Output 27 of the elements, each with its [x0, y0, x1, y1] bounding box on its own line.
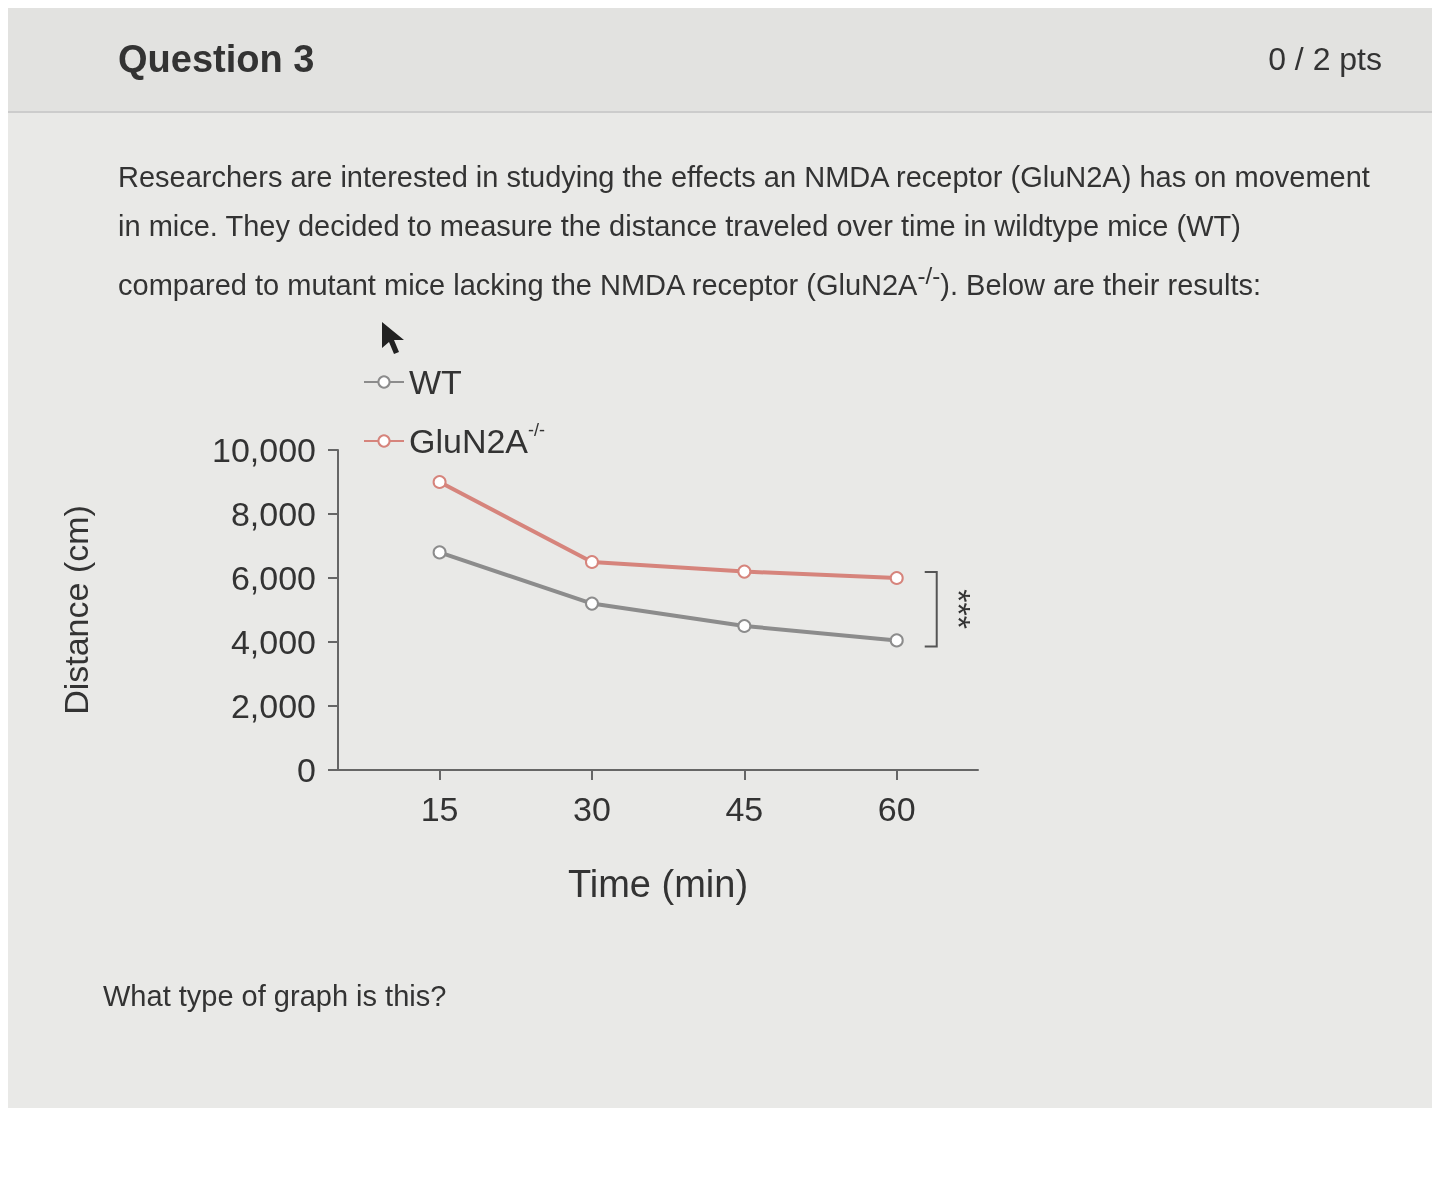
y-tick-label: 0 — [297, 750, 316, 789]
y-tick-label: 4,000 — [230, 622, 316, 661]
y-tick-label: 6,000 — [230, 558, 316, 597]
point — [889, 633, 904, 648]
point — [432, 474, 447, 489]
chart-subtitle: Researchers are interested in studying the effects an NMDA receptor (GluN2A) has on movement in mice. They decided to measure the distance traveled over time in wildtype mice (WT) compared to mutant mice lacking the NMDA receptor (GluN2A$^{-/-}$). Below are their results: — [117, 160, 1371, 303]
point — [584, 554, 599, 569]
text: 0 / 2 pts — [1268, 41, 1382, 78]
point — [889, 570, 904, 585]
point — [737, 564, 752, 579]
x-tick-label: 30 — [573, 789, 611, 828]
legend-label: WT — [409, 362, 462, 401]
annotation: *** — [939, 589, 978, 629]
x-tick-label: 15 — [420, 789, 459, 828]
point — [737, 618, 752, 633]
x-axis-title: Time (min) — [567, 862, 749, 905]
y-axis-title: Distance (cm) — [57, 504, 95, 715]
chart-title: Question 3 — [118, 38, 315, 81]
text: What type of graph is this? — [102, 978, 448, 1013]
legend-label: GluN2A-/- — [409, 419, 546, 460]
point — [432, 545, 447, 560]
x-tick-label: 60 — [877, 789, 916, 828]
point — [584, 596, 599, 611]
y-tick-label: 2,000 — [230, 686, 316, 725]
y-tick-label: 10,000 — [212, 430, 316, 469]
y-tick-label: 8,000 — [230, 494, 316, 533]
x-tick-label: 45 — [725, 789, 764, 828]
